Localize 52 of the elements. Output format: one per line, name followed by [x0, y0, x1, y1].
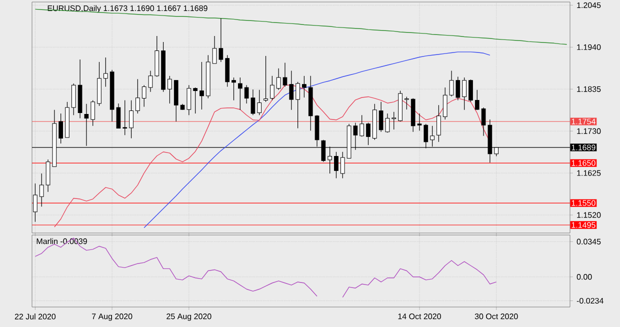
ref-line-label: 1.1689 [572, 144, 596, 150]
candlestick [225, 54, 230, 88]
candlestick [238, 77, 242, 110]
ref-line-label: 1.1495 [572, 222, 596, 228]
candlestick [404, 96, 409, 110]
candlestick [232, 77, 236, 101]
candlestick [366, 122, 370, 146]
x-tick-label: 30 Oct 2020 [474, 314, 518, 320]
y-tick-label: 1.2045 [577, 2, 601, 8]
candlestick [168, 76, 172, 104]
y-tick-label: 1.1835 [577, 86, 601, 92]
candlestick [122, 100, 128, 136]
x-tick-label: 25 Aug 2020 [166, 314, 212, 321]
candlestick [270, 76, 274, 101]
candlestick [296, 82, 300, 129]
candlestick [193, 87, 198, 114]
ref-line-label: 1.1754 [572, 118, 596, 124]
candlestick [58, 113, 63, 144]
y-tick-label: 0.00 [576, 274, 592, 280]
x-tick-label: 14 Oct 2020 [398, 314, 441, 320]
candlestick [436, 104, 441, 142]
candlestick [33, 183, 38, 222]
candlestick [474, 90, 480, 110]
candlestick [334, 152, 338, 179]
candlestick [264, 56, 268, 102]
candlestick [136, 78, 140, 114]
candlestick [360, 114, 364, 137]
candlestick [103, 57, 108, 88]
chart-title: EURUSD,Daily 1.1673 1.1690 1.1667 1.1689 [48, 5, 208, 13]
candlestick [71, 83, 76, 116]
y-tick-label: 0.0345 [576, 238, 601, 244]
y-tick-label: 1.1625 [577, 170, 601, 176]
candlestick [200, 62, 204, 110]
candlestick [90, 100, 96, 126]
candlestick [468, 79, 473, 102]
candlestick [340, 152, 345, 179]
candlestick [39, 173, 44, 207]
candlestick [257, 90, 262, 116]
x-tick-label: 22 Jul 2020 [14, 314, 56, 320]
candlestick [462, 77, 466, 110]
y-tick-label: -0.0234 [576, 298, 604, 304]
ref-line-label: 1.1650 [572, 160, 596, 166]
y-tick-label: 1.1730 [577, 128, 601, 134]
y-tick-label: 1.1940 [577, 44, 601, 50]
ref-line-label: 1.1550 [572, 200, 596, 206]
candlestick [289, 70, 294, 110]
candlestick [442, 87, 448, 120]
candlestick [129, 100, 134, 139]
x-tick-label: 7 Aug 2020 [92, 314, 132, 321]
candlestick [392, 112, 396, 130]
candlestick [302, 76, 306, 98]
y-tick-label: 1.1520 [577, 212, 601, 218]
